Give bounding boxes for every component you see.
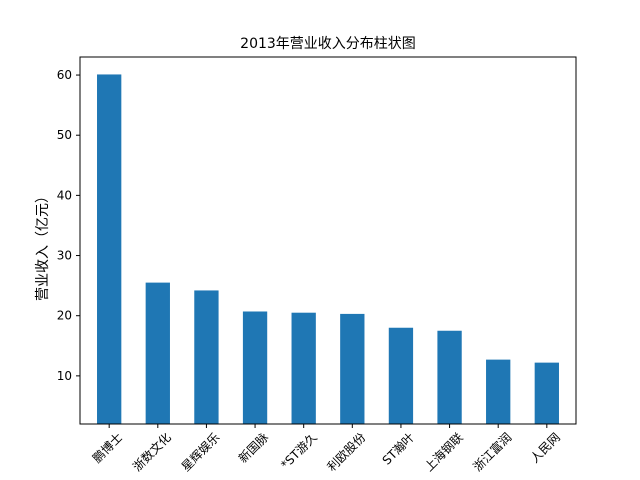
x-tick-label: 浙数文化 [129,430,174,475]
x-tick-label: *ST游久 [278,430,320,472]
y-axis-label: 营业收入（亿元） [35,189,51,301]
bar-6 [340,313,365,424]
x-tick-label: 人民网 [528,430,563,465]
y-tick-label: 10 [57,369,72,383]
x-tick-label: 利欧股份 [325,430,369,474]
chart-title: 2013年营业收入分布柱状图 [240,36,416,52]
bar-1 [97,74,122,424]
x-axis-ticks: 鹏博士 浙数文化 星辉娱乐 新国脉 *ST游久 利欧股份 ST瀚叶 上海钢联 浙江富润 人民网 [89,424,563,474]
x-tick-label: 上海钢联 [421,430,466,475]
y-tick-label: 20 [57,309,72,323]
y-tick-label: 60 [57,68,72,82]
bar-2 [145,282,170,424]
x-tick-label: 星辉娱乐 [179,430,223,474]
bar-4 [242,311,268,424]
bars-group [97,74,559,424]
bar-5 [291,312,316,424]
x-tick-label: 鹏博士 [89,430,125,466]
bar-9 [486,359,511,424]
y-tick-label: 30 [57,249,72,263]
bar-3 [194,290,219,424]
x-tick-label: 新国脉 [235,430,271,466]
y-tick-label: 40 [57,188,72,202]
x-tick-label: 浙江富润 [470,430,515,475]
bar-10 [534,362,559,424]
bar-8 [437,330,462,424]
plot-frame [79,56,577,425]
y-axis-ticks: 10 20 30 40 50 60 [57,68,80,383]
x-tick-label: ST瀚叶 [379,430,417,468]
y-tick-label: 50 [57,128,72,142]
bar-7 [388,327,414,424]
